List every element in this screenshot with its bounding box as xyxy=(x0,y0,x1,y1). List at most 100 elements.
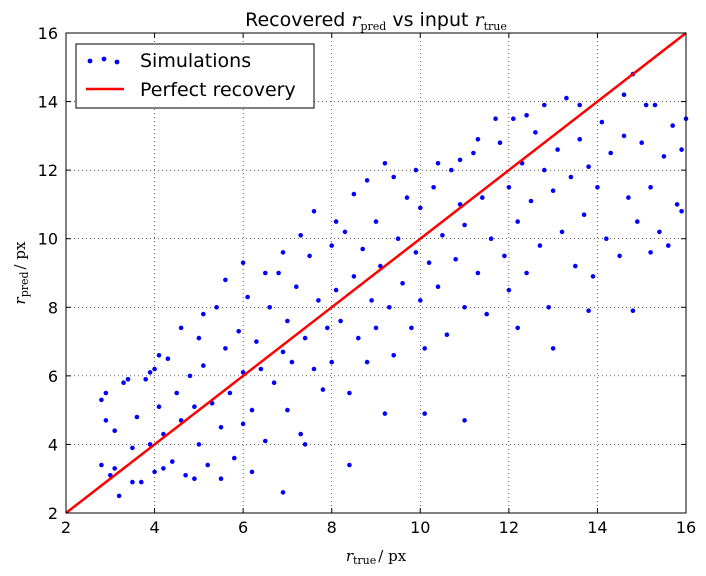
data-point xyxy=(422,346,428,351)
data-point xyxy=(409,325,414,331)
data-point xyxy=(356,335,361,341)
x-tick-label: 10 xyxy=(410,518,430,537)
data-point xyxy=(413,250,419,255)
data-point xyxy=(214,305,219,310)
data-point xyxy=(320,387,326,392)
data-point xyxy=(471,150,476,156)
data-point xyxy=(404,195,410,200)
data-point xyxy=(426,260,432,266)
perfect-recovery-line xyxy=(65,32,687,514)
data-point xyxy=(435,161,441,166)
data-point xyxy=(329,359,335,365)
data-point xyxy=(311,209,317,214)
data-point xyxy=(515,219,520,224)
data-point xyxy=(391,353,397,358)
data-point xyxy=(666,243,671,248)
data-point xyxy=(608,150,613,156)
data-point xyxy=(112,466,117,471)
data-point xyxy=(165,356,171,362)
data-point xyxy=(444,332,450,338)
data-point xyxy=(630,308,636,314)
data-point xyxy=(661,154,667,159)
data-point xyxy=(391,174,397,180)
x-tick-label: 4 xyxy=(149,518,159,537)
data-point xyxy=(635,219,640,224)
data-point xyxy=(453,257,459,262)
axis-ticks: 2 4 6 8 10 12 14 16 2 4 6 8 10 12 14 16 xyxy=(38,24,697,537)
data-point xyxy=(568,174,574,180)
data-point xyxy=(249,469,255,475)
data-point xyxy=(351,274,357,279)
data-point xyxy=(232,455,237,461)
data-point xyxy=(524,113,529,118)
data-point xyxy=(413,167,419,173)
data-point xyxy=(577,137,582,142)
data-point xyxy=(285,407,290,413)
x-tick-label: 14 xyxy=(587,518,607,537)
data-point xyxy=(564,95,569,101)
data-point xyxy=(573,263,578,269)
data-point xyxy=(462,305,467,310)
data-point xyxy=(267,305,273,310)
y-tick-label: 2 xyxy=(48,504,58,523)
data-point xyxy=(302,335,308,341)
data-point xyxy=(506,185,512,190)
data-point xyxy=(590,274,596,279)
data-point xyxy=(347,462,352,468)
x-tick-label: 8 xyxy=(327,518,337,537)
data-point xyxy=(400,281,405,286)
data-point xyxy=(218,425,224,430)
data-point xyxy=(121,380,126,386)
data-point xyxy=(187,373,193,379)
data-point xyxy=(586,164,591,169)
data-point xyxy=(99,397,104,403)
data-point xyxy=(156,404,162,410)
y-tick-label: 16 xyxy=(38,24,58,43)
data-point xyxy=(511,116,516,121)
data-point xyxy=(342,229,348,235)
data-point xyxy=(577,102,582,108)
data-point xyxy=(285,318,290,324)
data-point xyxy=(201,311,206,317)
data-point xyxy=(555,147,560,152)
data-point xyxy=(302,442,308,447)
data-point xyxy=(227,390,233,396)
data-point xyxy=(648,250,653,255)
data-point xyxy=(333,287,339,293)
data-point xyxy=(254,339,259,344)
data-point xyxy=(457,157,463,163)
y-axis-label: rpred/ px xyxy=(11,241,31,304)
data-point xyxy=(280,250,286,255)
data-point xyxy=(679,147,684,152)
data-point xyxy=(599,119,605,125)
data-point xyxy=(218,476,224,482)
data-point xyxy=(528,198,534,204)
data-point xyxy=(581,212,587,217)
data-point xyxy=(196,335,202,341)
y-tick-label: 4 xyxy=(48,435,58,454)
data-point xyxy=(258,366,264,372)
data-point xyxy=(196,442,202,447)
data-point xyxy=(462,418,467,423)
data-point xyxy=(431,185,436,190)
y-tick-label: 12 xyxy=(38,161,58,180)
data-point xyxy=(338,318,343,324)
data-point xyxy=(280,349,286,355)
data-point xyxy=(497,140,503,145)
data-point xyxy=(156,353,162,358)
data-point xyxy=(462,222,467,228)
legend-marker-dot xyxy=(114,59,120,65)
data-point xyxy=(236,329,241,334)
data-point xyxy=(294,284,299,290)
data-point xyxy=(418,298,423,303)
data-point xyxy=(240,260,246,266)
data-point xyxy=(502,253,507,259)
data-point xyxy=(307,253,312,259)
data-point xyxy=(311,366,317,372)
data-point xyxy=(546,305,551,310)
data-point xyxy=(99,462,104,468)
data-point xyxy=(440,233,445,238)
data-point xyxy=(422,411,428,416)
data-point xyxy=(130,479,135,485)
y-tick-label: 6 xyxy=(48,367,58,386)
